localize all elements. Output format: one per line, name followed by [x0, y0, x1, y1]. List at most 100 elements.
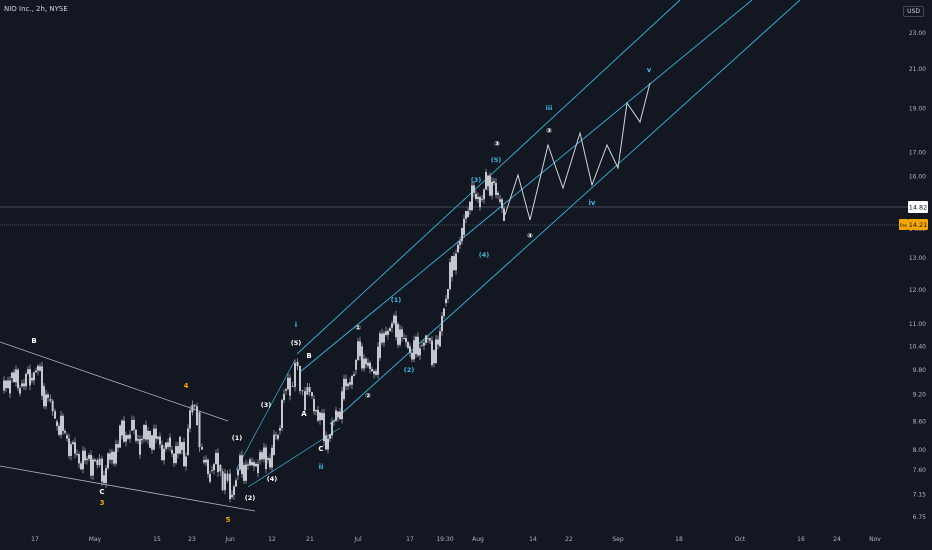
candle-body	[60, 415, 62, 435]
wave-label: (4)	[267, 475, 277, 483]
candle-body	[173, 453, 175, 464]
candle-body	[103, 475, 105, 484]
price-tick-label: 12.00	[909, 287, 926, 294]
candle-body	[419, 348, 421, 356]
candle-body	[401, 329, 403, 337]
candle-body	[175, 446, 177, 464]
time-tick-label: 22	[565, 536, 573, 543]
candle-body	[373, 371, 375, 374]
candle-body	[281, 400, 283, 429]
price-tick-label: 16.00	[909, 173, 926, 180]
candle-body	[163, 448, 165, 461]
price-tick-label: 9.80	[913, 367, 927, 374]
candle-body	[237, 469, 239, 476]
candle-body	[369, 362, 371, 370]
candle-body	[285, 389, 287, 391]
candle-body	[327, 438, 329, 450]
candle-body	[211, 470, 213, 471]
price-axis[interactable]: 23.0021.0019.0017.0016.0014.0013.0012.00…	[909, 30, 926, 521]
candle-body	[385, 331, 387, 335]
candle-body	[98, 458, 101, 466]
last-price-badge	[908, 201, 928, 213]
time-tick-label: 14	[529, 536, 537, 543]
candle-body	[477, 196, 479, 199]
price-tick-label: 8.00	[913, 447, 927, 454]
candle-body	[381, 333, 383, 343]
time-tick-label: Sep	[612, 536, 624, 543]
wave-label: iii	[546, 104, 553, 112]
candle-body	[35, 370, 37, 373]
candle-body	[443, 308, 445, 316]
candle-body	[319, 412, 321, 421]
candle-body	[497, 192, 499, 195]
candle-body	[235, 480, 237, 487]
candle-body	[13, 372, 15, 383]
candle-body	[233, 486, 235, 495]
price-tick-label: 11.00	[909, 321, 926, 328]
price-tick-label: 21.00	[909, 66, 926, 73]
time-tick-label: 17	[406, 536, 414, 543]
projected-wave-path	[504, 82, 651, 221]
candle-body	[88, 454, 90, 459]
candle-body	[279, 428, 281, 431]
candles[interactable]	[3, 168, 505, 503]
candle-body	[3, 380, 5, 391]
candle-body	[375, 371, 377, 375]
candle-body	[423, 342, 425, 346]
candle-body	[149, 430, 151, 448]
candle-body	[179, 436, 181, 454]
candle-body	[441, 315, 443, 332]
candle-body	[123, 420, 125, 442]
candle-body	[226, 473, 229, 481]
candle-body	[287, 377, 289, 390]
candle-body	[461, 228, 463, 242]
wave-label: ①	[355, 324, 361, 332]
candle-body	[377, 346, 379, 375]
candle-body	[391, 323, 393, 328]
candle-body	[493, 181, 495, 184]
chart-title[interactable]: NIO Inc., 2h, NYSE	[4, 5, 68, 13]
candle-body	[403, 338, 405, 339]
candle-body	[135, 429, 137, 441]
candle-body	[17, 369, 19, 389]
candle-body	[465, 211, 467, 219]
candle-body	[121, 420, 123, 436]
candle-body	[341, 391, 343, 420]
candle-body	[143, 424, 145, 439]
wave-label: A	[301, 410, 307, 418]
candle-body	[129, 434, 131, 439]
channel-lower-line	[329, 0, 801, 425]
wave-label: B	[306, 352, 311, 360]
candle-body	[269, 458, 271, 468]
candle-body	[193, 404, 196, 407]
candle-body	[289, 377, 291, 396]
candle-body	[283, 393, 285, 401]
candle-body	[127, 435, 129, 439]
candle-body	[294, 362, 296, 387]
candle-body	[215, 452, 217, 465]
candle-body	[239, 455, 241, 470]
candle-body	[413, 340, 415, 360]
candle-body	[224, 473, 226, 491]
candle-body	[499, 199, 501, 202]
candle-body	[383, 333, 385, 343]
candle-body	[27, 369, 29, 374]
currency-label[interactable]: USD	[903, 6, 924, 17]
candle-body	[203, 459, 205, 463]
wave-label: ③	[546, 127, 552, 135]
candle-body	[56, 421, 58, 426]
candle-body	[389, 328, 391, 331]
time-axis[interactable]: 17 May 15 23 Jun 12 21 Jul 17 19:30 Aug 14 22 Sep 18 Oc…	[31, 536, 881, 543]
candle-body	[351, 376, 353, 385]
candle-body	[62, 415, 64, 431]
candle-body	[339, 411, 341, 420]
candle-body	[291, 386, 294, 388]
price-tick-label: 7.15	[913, 491, 927, 498]
candle-body	[51, 400, 54, 412]
price-tick-label: 7.60	[913, 467, 927, 474]
candle-body	[137, 439, 139, 441]
price-tick-label: 23.00	[909, 30, 926, 37]
candle-body	[66, 435, 68, 439]
ii-channel-upper	[235, 359, 296, 471]
